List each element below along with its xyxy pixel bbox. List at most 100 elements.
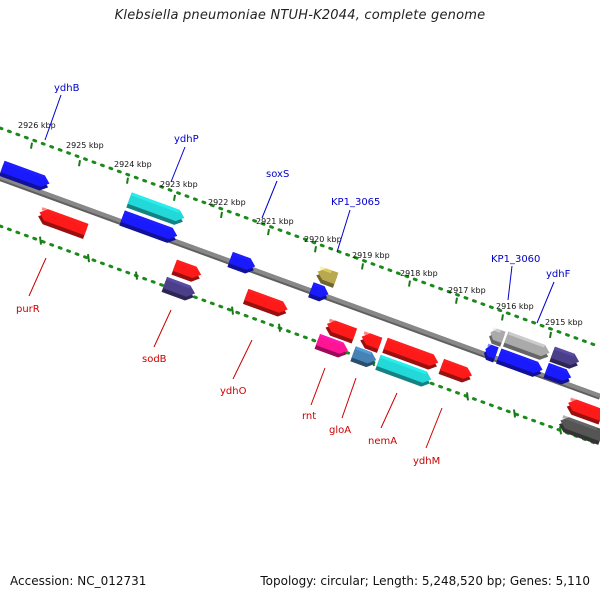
gene-body (439, 358, 473, 379)
gene-ydhO[interactable] (242, 288, 290, 319)
scale-label: 2919 kbp (352, 251, 390, 260)
gene-highlight (4, 161, 45, 179)
gene-ydhP[interactable] (126, 192, 186, 227)
gene-highlight (562, 415, 598, 431)
gene-body (244, 288, 288, 313)
gene-body (568, 399, 600, 421)
gene-KP1-3060[interactable] (487, 327, 506, 347)
gene-ydhF-b[interactable] (549, 346, 581, 372)
gene-body (315, 333, 349, 354)
inner-dotted-track (0, 224, 600, 447)
topology-summary: Topology: circular; Length: 5,248,520 bp… (260, 574, 590, 588)
inner-scale-tick (278, 323, 281, 332)
gene-label-soxs[interactable]: soxS (266, 169, 289, 180)
gene-label-ydhm[interactable]: ydhM (413, 456, 440, 467)
inner-scale-tick (135, 271, 138, 280)
gene-rnt[interactable] (314, 333, 351, 360)
gene-labels: ydhB ydhP soxS KP1_3065 KP1_3060 ydhF purR sodB… (16, 83, 571, 467)
scale-label: 2926 kbp (18, 121, 56, 130)
gene-body (544, 362, 572, 381)
gene-label-ydhf[interactable]: ydhF (546, 269, 571, 280)
gene-body (550, 346, 580, 366)
gene-KP1-3065[interactable] (314, 266, 339, 288)
gene-ydhB[interactable] (0, 160, 52, 193)
leader-line (261, 180, 278, 219)
gene-body (351, 346, 377, 364)
outer-dotted-track (0, 126, 600, 349)
outer-track-line (0, 126, 600, 349)
leader-line (170, 146, 186, 183)
gene-right-gray[interactable] (557, 415, 600, 445)
leader-line (341, 377, 357, 419)
leader-line (336, 209, 351, 253)
gene-body (490, 328, 506, 344)
gene-body (376, 354, 432, 383)
gene-highlight (355, 346, 372, 355)
gene-features (0, 160, 600, 445)
gene-body (172, 259, 202, 279)
scale-tick (455, 297, 458, 304)
gene-highlight (508, 331, 546, 348)
inner-scale-tick (559, 426, 562, 435)
gene-label-sodb[interactable]: sodB (142, 354, 167, 365)
leader-line (310, 367, 326, 406)
gene-highlight (166, 277, 191, 289)
scale-label: 2916 kbp (496, 302, 534, 311)
gene-soxS[interactable] (227, 251, 257, 276)
gene-label-ydhb[interactable]: ydhB (54, 83, 80, 94)
gene-gloA[interactable] (350, 346, 378, 369)
gene-nemA-a[interactable] (382, 337, 440, 372)
scale-tick (173, 194, 176, 201)
map-title: Klebsiella pneumoniae NTUH-K2044, comple… (114, 8, 486, 23)
inner-scale-tick (231, 306, 234, 315)
gene-purR[interactable] (36, 207, 89, 239)
gene-body (560, 417, 600, 442)
gene-KP1-3060-b[interactable] (502, 331, 552, 362)
gene-label-rnt[interactable]: rnt (302, 411, 316, 422)
gene-highlight (313, 282, 325, 290)
gene-highlight (319, 334, 344, 346)
gene-body (326, 320, 358, 340)
gene-body (120, 210, 178, 240)
gene-label-nema[interactable]: nemA (368, 436, 397, 447)
gene-rnt-a[interactable] (323, 318, 358, 344)
gene-ydhF-a[interactable] (482, 343, 499, 363)
gene-label-ydho[interactable]: ydhO (220, 386, 247, 397)
gene-ydhF[interactable] (495, 348, 545, 379)
gene-ydhM[interactable] (438, 358, 475, 385)
accession-text: Accession: NC_012731 (10, 574, 147, 588)
gene-body (504, 331, 550, 357)
leader-line (425, 407, 443, 449)
gene-highlight (380, 355, 427, 375)
leader-line (232, 339, 253, 380)
gene-body (39, 209, 89, 236)
gene-label-gloa[interactable]: gloA (329, 425, 351, 436)
gene-label-kp1_3060[interactable]: KP1_3060 (491, 254, 540, 265)
gene-gloA-a[interactable] (358, 331, 383, 353)
scale-label: 2924 kbp (114, 160, 152, 169)
gene-highlight (570, 397, 598, 410)
leader-line (153, 309, 172, 348)
gene-right-red[interactable] (565, 397, 600, 425)
scale-tick (361, 263, 364, 270)
gene-label-ydhp[interactable]: ydhP (174, 134, 199, 145)
gene-ydhP-b[interactable] (119, 210, 179, 245)
gene-ydhF-c[interactable] (543, 362, 573, 387)
scale-tick (408, 280, 411, 287)
inner-scale-tick (466, 392, 469, 401)
inner-scale-tick (513, 409, 516, 418)
gene-sodB-a[interactable] (171, 259, 203, 285)
gene-highlight (131, 192, 180, 213)
gene-label-purr[interactable]: purR (16, 304, 40, 315)
scale-tick (549, 331, 552, 339)
gene-highlight (492, 327, 502, 333)
gene-KP1-3065-b[interactable] (308, 282, 330, 303)
gene-sodB[interactable] (161, 276, 198, 303)
gene-highlight (124, 210, 173, 231)
gene-nemA[interactable] (375, 354, 433, 389)
scale-tick (501, 314, 504, 321)
gene-label-kp1_3065[interactable]: KP1_3065 (331, 197, 380, 208)
leader-line (380, 392, 398, 429)
gene-body (497, 348, 543, 374)
